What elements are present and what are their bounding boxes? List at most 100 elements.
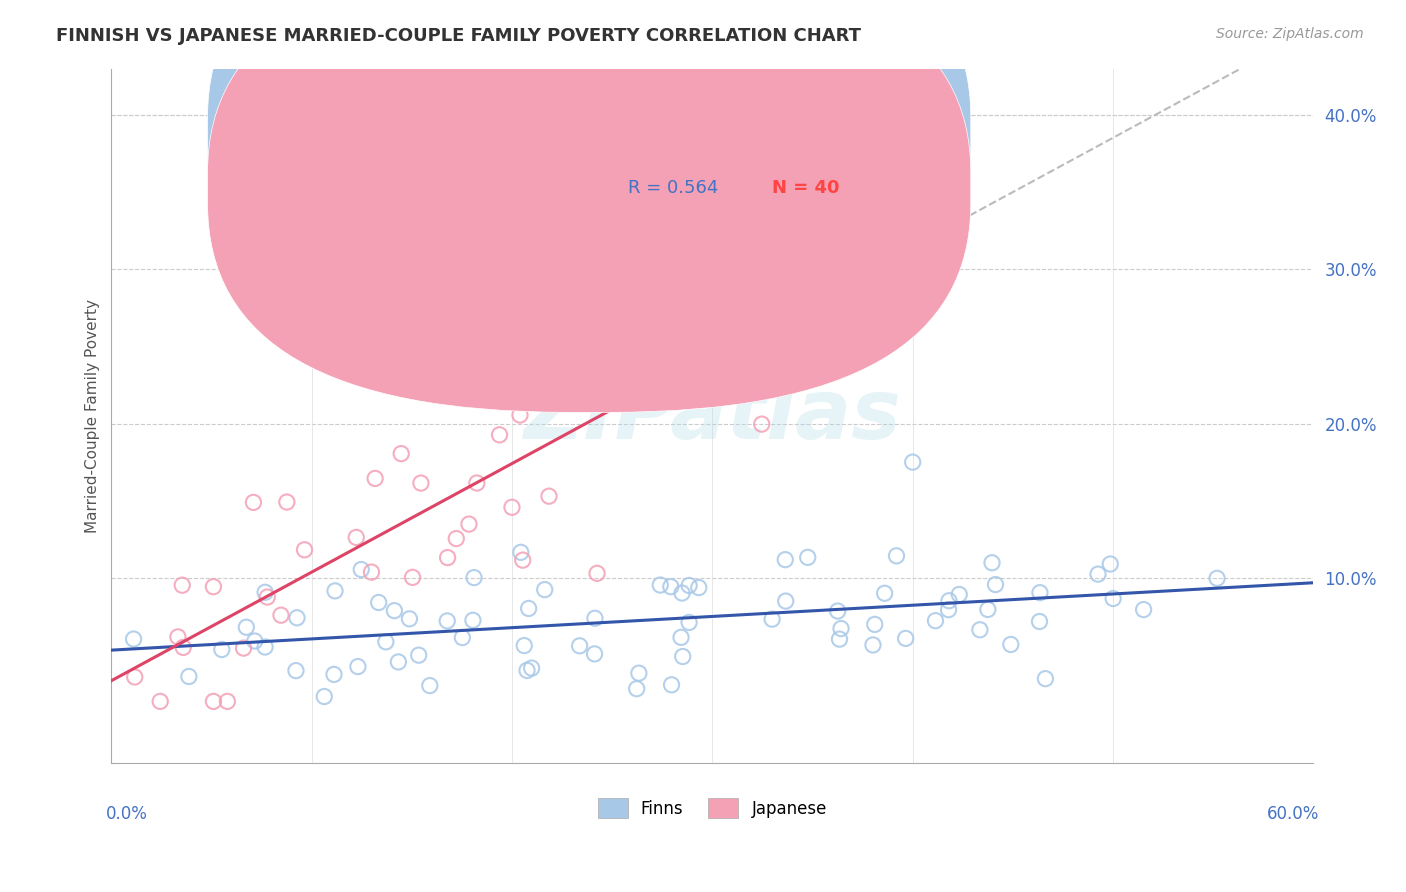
- Point: [517, 601, 540, 615]
- Point: [285, 611, 308, 625]
- Point: [616, 292, 638, 306]
- Point: [149, 694, 172, 708]
- Point: [1035, 672, 1057, 686]
- Point: [276, 495, 298, 509]
- Text: ZIPatlas: ZIPatlas: [523, 376, 901, 457]
- Point: [270, 608, 292, 623]
- Point: [626, 681, 648, 696]
- Point: [360, 565, 382, 579]
- Point: [583, 611, 606, 625]
- Point: [451, 631, 474, 645]
- Text: Source: ZipAtlas.com: Source: ZipAtlas.com: [1216, 27, 1364, 41]
- Point: [409, 476, 432, 491]
- Point: [367, 595, 389, 609]
- Point: [688, 581, 710, 595]
- Point: [924, 614, 946, 628]
- Point: [627, 666, 650, 681]
- Point: [488, 427, 510, 442]
- Point: [948, 587, 970, 601]
- Point: [533, 582, 555, 597]
- Point: [387, 655, 409, 669]
- Point: [364, 471, 387, 485]
- Point: [284, 664, 307, 678]
- Point: [458, 517, 481, 532]
- Point: [938, 593, 960, 607]
- Text: 60.0%: 60.0%: [1267, 805, 1319, 822]
- Point: [1102, 591, 1125, 606]
- Point: [672, 649, 695, 664]
- Y-axis label: Married-Couple Family Poverty: Married-Couple Family Poverty: [86, 299, 100, 533]
- Point: [461, 613, 484, 627]
- Point: [436, 614, 458, 628]
- Point: [382, 604, 405, 618]
- Point: [775, 552, 797, 566]
- Point: [796, 550, 818, 565]
- Point: [254, 585, 277, 599]
- Point: [586, 566, 609, 581]
- Point: [827, 604, 849, 618]
- Point: [873, 586, 896, 600]
- Point: [122, 632, 145, 646]
- Point: [686, 372, 709, 386]
- Text: N = 75: N = 75: [772, 124, 839, 142]
- Point: [568, 639, 591, 653]
- Point: [465, 475, 488, 490]
- Point: [863, 617, 886, 632]
- Point: [659, 580, 682, 594]
- Point: [561, 131, 583, 145]
- Point: [436, 550, 458, 565]
- Point: [221, 224, 243, 238]
- FancyBboxPatch shape: [531, 96, 917, 221]
- Point: [894, 632, 917, 646]
- Text: 0.0%: 0.0%: [105, 805, 148, 822]
- Point: [512, 553, 534, 567]
- Point: [678, 578, 700, 592]
- Point: [1029, 585, 1052, 599]
- Text: R = 0.564: R = 0.564: [628, 179, 718, 197]
- Point: [509, 545, 531, 559]
- Point: [977, 602, 1000, 616]
- Point: [463, 571, 485, 585]
- Point: [446, 532, 468, 546]
- Point: [761, 612, 783, 626]
- Point: [516, 664, 538, 678]
- Point: [1132, 602, 1154, 616]
- Point: [323, 583, 346, 598]
- Point: [374, 635, 396, 649]
- Point: [520, 661, 543, 675]
- Point: [172, 578, 194, 592]
- Point: [901, 455, 924, 469]
- Point: [235, 620, 257, 634]
- Text: R = 0.273: R = 0.273: [628, 124, 718, 142]
- Point: [596, 375, 619, 389]
- Point: [408, 648, 430, 662]
- Point: [350, 562, 373, 576]
- Point: [202, 694, 225, 708]
- Point: [256, 590, 278, 604]
- Point: [862, 638, 884, 652]
- Point: [509, 408, 531, 422]
- Point: [751, 417, 773, 431]
- Point: [401, 570, 423, 584]
- Point: [828, 632, 851, 647]
- Point: [1087, 567, 1109, 582]
- Point: [232, 641, 254, 656]
- Legend: Finns, Japanese: Finns, Japanese: [591, 792, 834, 824]
- FancyBboxPatch shape: [208, 0, 970, 357]
- Point: [1206, 571, 1229, 585]
- Point: [1000, 637, 1022, 651]
- Point: [211, 642, 233, 657]
- Point: [254, 640, 277, 654]
- Point: [780, 205, 803, 219]
- Point: [344, 530, 367, 544]
- Point: [513, 639, 536, 653]
- Point: [294, 542, 316, 557]
- Point: [501, 500, 523, 515]
- Point: [177, 669, 200, 683]
- Point: [167, 630, 190, 644]
- Point: [669, 631, 692, 645]
- Point: [398, 612, 420, 626]
- Point: [419, 679, 441, 693]
- Point: [217, 694, 239, 708]
- Point: [650, 578, 672, 592]
